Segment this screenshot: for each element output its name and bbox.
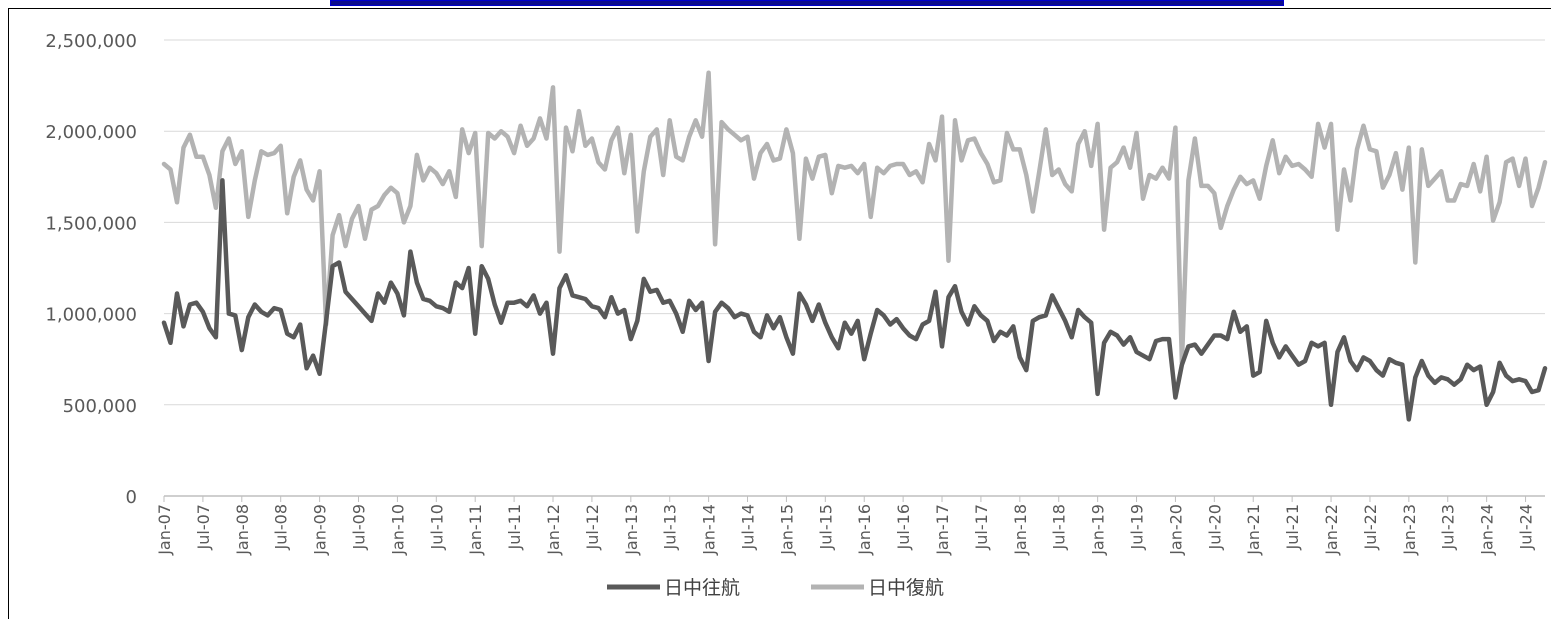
x-tick-label: Jan-22 (1322, 504, 1341, 556)
x-tick-label: Jul-17 (972, 504, 991, 550)
x-tick-label: Jul-08 (272, 504, 291, 550)
legend: 日中往航 日中復航 (607, 577, 944, 599)
legend-label-series-1: 日中往航 (664, 577, 740, 599)
x-tick-label: Jan-13 (622, 504, 641, 556)
y-axis-tick-labels: 0 500,000 1,000,000 1,500,000 2,000,000 2,500… (45, 31, 137, 508)
x-tick-label: Jul-15 (816, 504, 835, 550)
x-tick-label: Jul-19 (1128, 504, 1147, 550)
x-tick-label: Jul-16 (894, 504, 913, 550)
chart-frame (8, 8, 1551, 619)
x-tick-label: Jan-18 (1011, 504, 1030, 556)
x-tick-label: Jul-23 (1439, 504, 1458, 550)
x-tick-label: Jan-09 (311, 504, 330, 556)
x-axis: Jan-07 Jul-07 Jan-08 Jul-08 Jan-09 Jul-09 Jan-… (155, 496, 1536, 556)
y-tick-label: 1,000,000 (45, 305, 137, 326)
x-tick-label: Jul-07 (194, 504, 213, 550)
gridlines (164, 39, 1545, 497)
y-tick-label: 0 (126, 487, 137, 508)
x-tick-label: Jul-09 (350, 504, 369, 550)
x-tick-label: Jan-23 (1400, 504, 1419, 556)
x-tick-label: Jan-10 (388, 504, 407, 556)
series-lines (161, 70, 1548, 422)
x-tick-label: Jan-21 (1244, 504, 1263, 556)
title-bar (330, 0, 1284, 6)
y-tick-label: 2,000,000 (45, 122, 137, 143)
x-tick-label: Jan-17 (933, 504, 952, 556)
x-tick-label: Jan-12 (544, 504, 563, 556)
y-tick-label: 1,500,000 (45, 213, 137, 234)
x-tick-label: Jul-13 (661, 504, 680, 550)
x-tick-label: Jul-22 (1361, 504, 1380, 550)
y-tick-label: 500,000 (63, 396, 137, 417)
x-tick-label: Jan-14 (700, 504, 719, 556)
x-tick-label: Jan-16 (855, 504, 874, 556)
x-tick-label: Jan-07 (155, 504, 174, 556)
x-tick-label: Jul-10 (427, 504, 446, 550)
x-tick-label: Jan-15 (777, 504, 796, 556)
x-tick-label: Jul-12 (583, 504, 602, 550)
x-tick-label: Jul-24 (1517, 504, 1536, 550)
legend-label-series-2: 日中復航 (868, 577, 944, 599)
x-tick-label: Jul-21 (1283, 504, 1302, 550)
x-tick-label: Jan-08 (233, 504, 252, 556)
x-tick-label: Jan-19 (1089, 504, 1108, 556)
series-line-2 (161, 70, 1548, 366)
x-tick-label: Jul-14 (739, 504, 758, 550)
x-tick-label: Jan-20 (1166, 504, 1185, 556)
y-tick-label: 2,500,000 (45, 31, 137, 52)
x-tick-label: Jan-24 (1478, 504, 1497, 556)
x-tick-label: Jul-11 (505, 504, 524, 550)
series-line-1 (161, 178, 1548, 422)
x-tick-label: Jul-18 (1050, 504, 1069, 550)
x-tick-label: Jul-20 (1205, 504, 1224, 550)
x-tick-label: Jan-11 (466, 504, 485, 556)
